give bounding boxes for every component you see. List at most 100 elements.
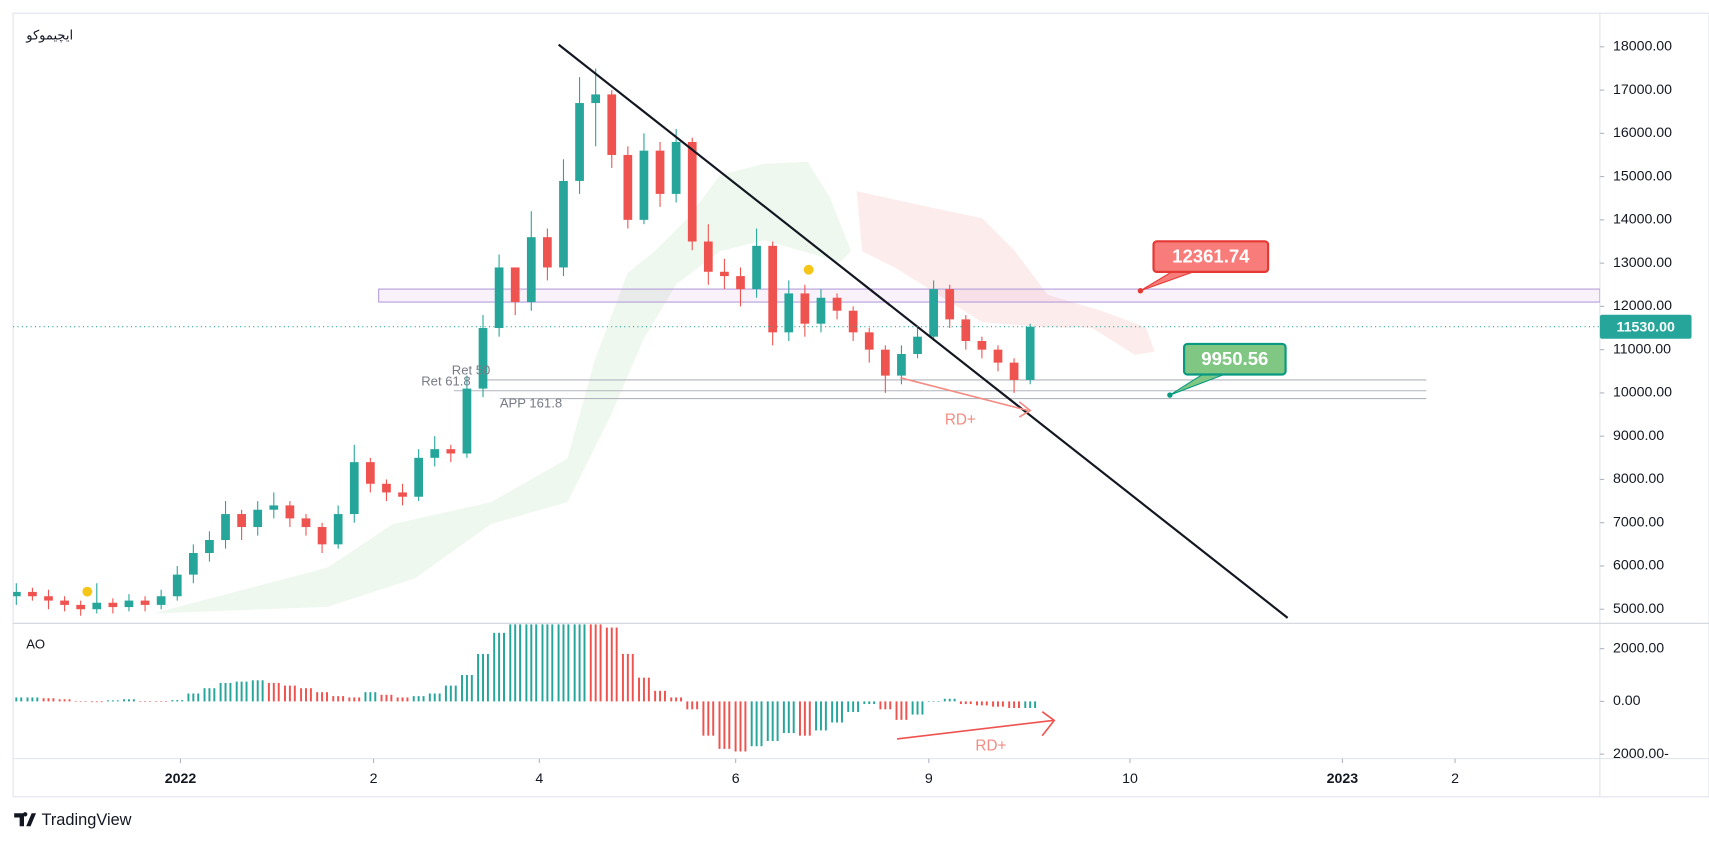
candle-body bbox=[478, 328, 488, 389]
ao-bar bbox=[353, 697, 356, 702]
ao-bar bbox=[47, 698, 50, 702]
cloud-red bbox=[856, 191, 1155, 355]
y-tick-label: 11000.00 bbox=[1613, 341, 1671, 357]
ao-bar bbox=[798, 701, 801, 736]
ao-bar bbox=[911, 701, 914, 715]
ao-bar bbox=[852, 701, 855, 712]
ao-bar bbox=[514, 624, 517, 702]
callout-box bbox=[1182, 342, 1287, 376]
ao-tick-label: 2000.00 bbox=[1613, 640, 1664, 656]
ao-bar bbox=[959, 701, 962, 705]
ao-bar bbox=[1029, 701, 1032, 708]
candle-body bbox=[575, 103, 584, 181]
x-tick-label: 2 bbox=[1451, 771, 1459, 787]
x-tick-label: 6 bbox=[732, 771, 740, 787]
candle-body bbox=[398, 492, 407, 497]
candle-body bbox=[1009, 362, 1019, 380]
ao-bar bbox=[203, 688, 206, 702]
ao-bar bbox=[680, 697, 683, 702]
candle-body bbox=[494, 267, 504, 329]
candle-body bbox=[13, 591, 21, 597]
brand-logo: TradingView bbox=[14, 811, 132, 829]
candle-body bbox=[301, 518, 311, 528]
ao-bar bbox=[261, 680, 264, 702]
ao-bar bbox=[369, 692, 372, 702]
y-tick-label: 9000.00 bbox=[1613, 428, 1664, 444]
ao-bar bbox=[486, 653, 489, 702]
ao-bar bbox=[905, 701, 908, 720]
candle-body bbox=[913, 336, 922, 354]
candle-body bbox=[816, 297, 826, 324]
ao-bar bbox=[444, 685, 447, 702]
ao-bar bbox=[272, 682, 275, 702]
ao-bar bbox=[921, 701, 924, 715]
divergence-arrow bbox=[896, 711, 1056, 740]
ao-bar bbox=[739, 701, 742, 752]
candle-body bbox=[607, 94, 617, 155]
candle-body bbox=[510, 267, 520, 303]
candle-body bbox=[237, 514, 246, 528]
ao-bar bbox=[68, 699, 71, 702]
ao-bar bbox=[192, 693, 195, 702]
cloud-green bbox=[152, 161, 852, 614]
ao-bar bbox=[541, 624, 544, 702]
ao-bar bbox=[750, 701, 753, 747]
ao-bar bbox=[477, 653, 480, 702]
callout-label: 9950.56 bbox=[1201, 348, 1268, 369]
candle-body bbox=[28, 591, 37, 597]
price-pane bbox=[13, 43, 1600, 619]
ao-bar bbox=[766, 701, 769, 741]
ao-bar bbox=[127, 699, 130, 702]
ao-bar bbox=[288, 685, 291, 702]
y-tick-label: 15000.00 bbox=[1613, 168, 1672, 184]
candle-body bbox=[880, 349, 890, 376]
trendline bbox=[557, 43, 1289, 619]
candle-body bbox=[188, 552, 198, 575]
candle-body bbox=[205, 540, 214, 553]
ao-bar bbox=[626, 653, 629, 702]
candle-body bbox=[462, 388, 472, 454]
ao-bar bbox=[412, 696, 415, 702]
ao-bar bbox=[647, 677, 650, 702]
ao-bar bbox=[235, 681, 238, 702]
ao-bar bbox=[884, 701, 887, 710]
callout-point bbox=[1137, 288, 1144, 294]
ao-bar bbox=[63, 699, 66, 702]
candle-body bbox=[365, 462, 375, 484]
ao-bar bbox=[610, 627, 613, 702]
ao-bar bbox=[992, 701, 995, 707]
y-tick-label: 17000.00 bbox=[1613, 82, 1672, 98]
ao-bar bbox=[100, 701, 103, 703]
ao-bar bbox=[396, 697, 399, 702]
ao-bar bbox=[755, 701, 758, 747]
candle-body bbox=[897, 353, 906, 376]
ao-bar bbox=[219, 682, 222, 702]
x-tick-label: 2023 bbox=[1327, 771, 1359, 787]
candle-body bbox=[124, 600, 134, 608]
ao-bar bbox=[1008, 701, 1011, 708]
ao-bar bbox=[686, 701, 689, 710]
ao-bar bbox=[654, 690, 657, 702]
ao-bar bbox=[599, 624, 602, 702]
ao-bar bbox=[831, 701, 834, 723]
ao-bar bbox=[503, 632, 505, 702]
candle-body bbox=[752, 245, 761, 290]
ao-bar bbox=[782, 701, 785, 734]
candle-body bbox=[832, 297, 842, 311]
ao-bar bbox=[985, 701, 988, 706]
y-tick-label: 18000.00 bbox=[1613, 39, 1672, 55]
ao-bar bbox=[348, 697, 351, 702]
candle-body bbox=[317, 527, 327, 545]
ao-bar bbox=[74, 701, 77, 702]
y-tick-label: 14000.00 bbox=[1613, 212, 1672, 228]
ao-pane bbox=[15, 624, 1037, 752]
ao-bar bbox=[148, 701, 151, 702]
candle-body bbox=[382, 483, 391, 493]
ao-bar bbox=[530, 624, 533, 702]
ao-bar bbox=[229, 682, 232, 702]
ao-bar bbox=[374, 692, 377, 702]
ao-bar bbox=[509, 624, 512, 702]
ao-bar bbox=[546, 624, 549, 702]
frame bbox=[12, 12, 1709, 798]
ao-bar bbox=[213, 688, 216, 702]
